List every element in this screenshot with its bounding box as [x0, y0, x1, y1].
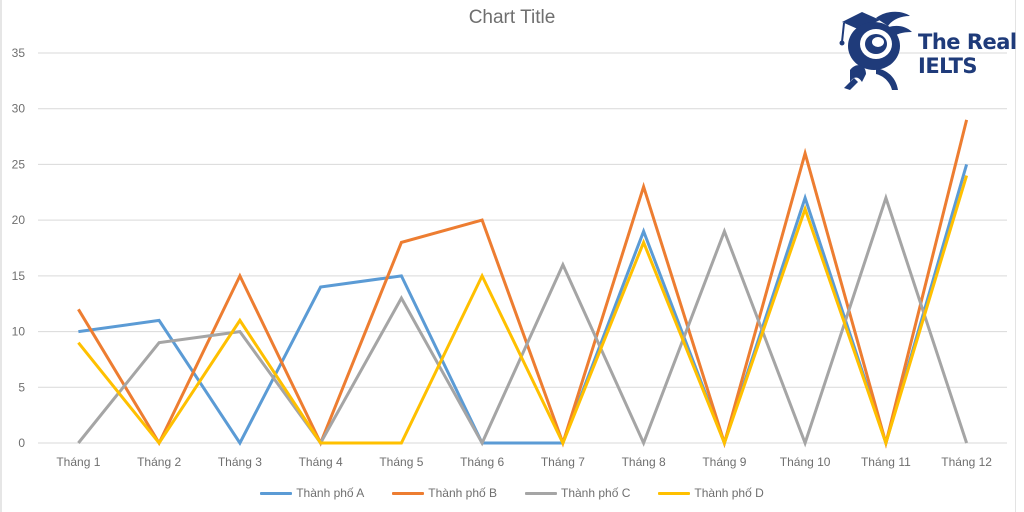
x-tick-label: Tháng 12	[941, 455, 992, 469]
chart-title: Chart Title	[468, 7, 556, 28]
x-tick-label: Tháng 5	[379, 455, 423, 469]
brand-line-1: The Real	[918, 30, 1017, 54]
series-line	[77, 175, 969, 448]
x-tick-label: Tháng 1	[56, 455, 100, 469]
y-tick-label: 5	[18, 380, 25, 394]
y-tick-label: 20	[12, 213, 26, 227]
legend: Thành phố A Thành phố B Thành phố C Thành p…	[0, 486, 1024, 500]
owl-mascot-icon	[839, 11, 912, 90]
series-line	[77, 193, 969, 448]
legend-swatch-icon	[260, 491, 293, 495]
x-tick-label: Tháng 10	[780, 455, 831, 469]
legend-swatch-icon	[658, 491, 691, 495]
brand-logo: The Real IELTS	[836, 8, 1018, 92]
x-tick-label: Tháng 7	[541, 455, 585, 469]
legend-item: Thành phố D	[658, 486, 764, 500]
y-tick-label: 25	[12, 157, 26, 171]
x-tick-label: Tháng 11	[861, 455, 911, 469]
legend-item: Thành phố B	[392, 486, 497, 500]
x-tick-label: Tháng 8	[622, 455, 666, 469]
legend-label: Thành phố C	[561, 486, 631, 500]
legend-item: Thành phố A	[260, 486, 364, 500]
y-tick-label: 35	[12, 46, 26, 60]
legend-label: Thành phố B	[428, 486, 497, 500]
brand-name: The Real IELTS	[918, 30, 1017, 78]
y-tick-label: 15	[12, 269, 26, 283]
legend-label: Thành phố D	[694, 486, 764, 500]
legend-swatch-icon	[525, 491, 557, 495]
y-tick-label: 30	[12, 102, 26, 116]
legend-item: Thành phố C	[525, 486, 630, 500]
series-line	[78, 163, 969, 449]
x-tick-label: Tháng 6	[460, 455, 504, 469]
x-tick-label: Tháng 4	[299, 455, 343, 469]
x-tick-label: Tháng 9	[702, 455, 746, 469]
left-border	[0, 0, 2, 512]
plot-area: 0 5 10 15 20 25 30 35 Tháng 1 Tháng 2 Tháng 3 Tháng…	[12, 46, 1007, 469]
x-tick-label: Tháng 3	[218, 455, 262, 469]
y-tick-label: 0	[18, 436, 25, 450]
legend-label: Thành phố A	[296, 486, 365, 500]
x-tick-label: Tháng 2	[137, 455, 181, 469]
brand-line-2: IELTS	[918, 54, 978, 78]
legend-swatch-icon	[392, 491, 425, 495]
right-border	[1015, 0, 1016, 512]
series-line	[77, 119, 969, 449]
y-tick-label: 10	[12, 325, 26, 339]
